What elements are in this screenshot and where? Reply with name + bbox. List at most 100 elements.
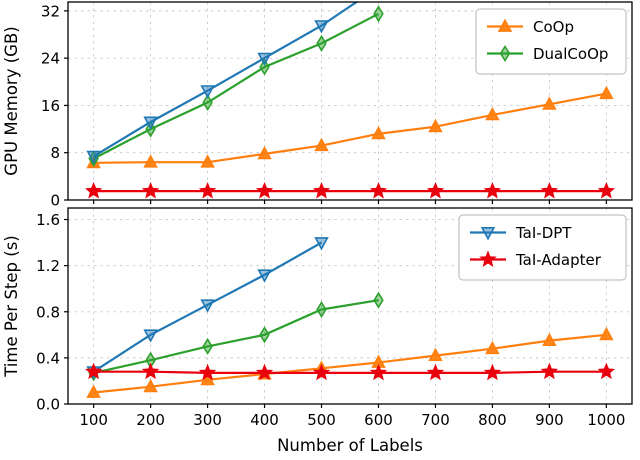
series-coop xyxy=(86,326,614,398)
triangle-up-marker-icon xyxy=(200,371,215,386)
diamond-marker-icon xyxy=(373,5,384,23)
xtick-label: 700 xyxy=(421,411,450,429)
axes-frame xyxy=(67,207,633,405)
star-marker-icon xyxy=(84,181,103,199)
diamond-marker-icon xyxy=(202,337,213,355)
ylabel-top: GPU Memory (GB) xyxy=(2,26,21,175)
star-marker-icon xyxy=(479,250,497,267)
triangle-up-marker-icon xyxy=(542,332,557,346)
series-line xyxy=(93,299,379,374)
triangle-up-marker-icon xyxy=(143,154,158,168)
star-marker-icon xyxy=(597,181,616,199)
star-marker-icon xyxy=(141,181,160,199)
ytick-label: 0.4 xyxy=(36,349,60,367)
legend-box xyxy=(458,214,627,281)
ytick-label: 1.2 xyxy=(36,257,60,275)
triangle-up-marker-icon xyxy=(485,340,500,355)
star-marker-icon xyxy=(483,363,502,381)
triangle-down-marker-icon xyxy=(257,52,272,66)
triangle-down-marker-icon xyxy=(86,150,101,165)
xtick-label: 600 xyxy=(364,411,393,429)
xlabel: Number of Labels xyxy=(277,436,423,455)
triangle-up-marker-icon xyxy=(599,326,614,341)
xtick-label: 400 xyxy=(250,411,279,429)
triangle-up-marker-icon xyxy=(428,347,443,361)
diamond-marker-icon xyxy=(499,44,511,63)
subplot-bottom: 0.0 0.4 0.8 1.2 1.6 100 200 300 400 500 600 700 800 9… xyxy=(2,207,633,455)
ytick-label: 8 xyxy=(50,144,60,162)
diamond-marker-icon xyxy=(316,34,327,52)
ytick-label: 0.8 xyxy=(36,303,60,321)
triangle-up-marker-icon xyxy=(497,18,513,32)
legend-top: CoOp DualCoOp xyxy=(475,8,627,75)
ytick-label: 0 xyxy=(50,192,60,210)
triangle-down-marker-icon xyxy=(200,299,215,313)
triangle-up-marker-icon xyxy=(143,378,158,393)
ytick-label: 32 xyxy=(41,2,60,20)
triangle-up-marker-icon xyxy=(257,146,272,160)
triangle-down-marker-icon xyxy=(314,237,329,251)
star-marker-icon xyxy=(84,362,103,380)
star-marker-icon xyxy=(198,181,217,199)
series-line xyxy=(93,370,607,374)
triangle-up-marker-icon xyxy=(200,154,215,168)
series-tai-adapter xyxy=(84,181,616,199)
triangle-down-marker-icon xyxy=(143,116,158,130)
star-marker-icon xyxy=(369,363,388,381)
triangle-down-marker-icon xyxy=(314,20,329,34)
triangle-up-marker-icon xyxy=(485,107,500,121)
triangle-up-marker-icon xyxy=(314,137,329,152)
legend-label: TaI-DPT xyxy=(515,224,572,242)
triangle-down-marker-icon xyxy=(480,227,496,241)
series-line xyxy=(93,333,607,394)
legend-item-tai-dpt: TaI-DPT xyxy=(470,224,572,242)
diamond-marker-icon xyxy=(202,93,213,112)
star-marker-icon xyxy=(540,181,559,199)
xtick-label: 800 xyxy=(478,411,507,429)
legend-label: TaI-Adapter xyxy=(515,251,602,269)
legend-bottom: TaI-DPT TaI-Adapter xyxy=(458,214,627,281)
triangle-down-marker-icon xyxy=(143,329,158,343)
star-marker-icon xyxy=(312,181,331,199)
star-marker-icon xyxy=(141,362,160,380)
star-marker-icon xyxy=(255,181,274,199)
diamond-marker-icon xyxy=(259,58,270,76)
xtick-label: 500 xyxy=(307,411,336,429)
ylabel-bottom: Time Per Step (s) xyxy=(2,235,21,377)
xtick-label: 200 xyxy=(136,411,165,429)
diamond-marker-icon xyxy=(373,291,384,309)
series-tai-dpt xyxy=(86,2,359,165)
legend-box xyxy=(475,8,627,75)
star-marker-icon xyxy=(426,181,445,199)
triangle-up-marker-icon xyxy=(428,118,443,133)
series-dualcoop xyxy=(88,291,384,382)
star-marker-icon xyxy=(312,363,331,381)
series-line xyxy=(93,12,380,160)
series-dualcoop xyxy=(88,5,384,168)
series-line xyxy=(93,2,359,158)
legend-item-coop: CoOp xyxy=(487,18,574,36)
legend-item-dualcoop: DualCoOp xyxy=(487,44,608,63)
diamond-marker-icon xyxy=(316,300,327,319)
axes-frame xyxy=(67,1,633,201)
triangle-down-marker-icon xyxy=(257,269,272,283)
series-line xyxy=(93,241,323,373)
ytick-label: 0.0 xyxy=(36,396,60,414)
legend-label: CoOp xyxy=(533,18,574,36)
diamond-marker-icon xyxy=(259,326,270,344)
star-marker-icon xyxy=(540,362,559,380)
xtick-label: 100 xyxy=(79,411,108,429)
star-marker-icon xyxy=(369,181,388,199)
series-tai-dpt xyxy=(86,237,329,380)
ytick-label: 16 xyxy=(41,97,60,115)
star-marker-icon xyxy=(597,362,616,380)
triangle-down-marker-icon xyxy=(200,85,215,99)
star-marker-icon xyxy=(483,181,502,199)
star-marker-icon xyxy=(198,363,217,381)
ytick-label: 1.6 xyxy=(36,211,60,229)
series-tai-adapter xyxy=(84,362,616,381)
triangle-up-marker-icon xyxy=(86,384,101,398)
series-line xyxy=(93,92,607,164)
